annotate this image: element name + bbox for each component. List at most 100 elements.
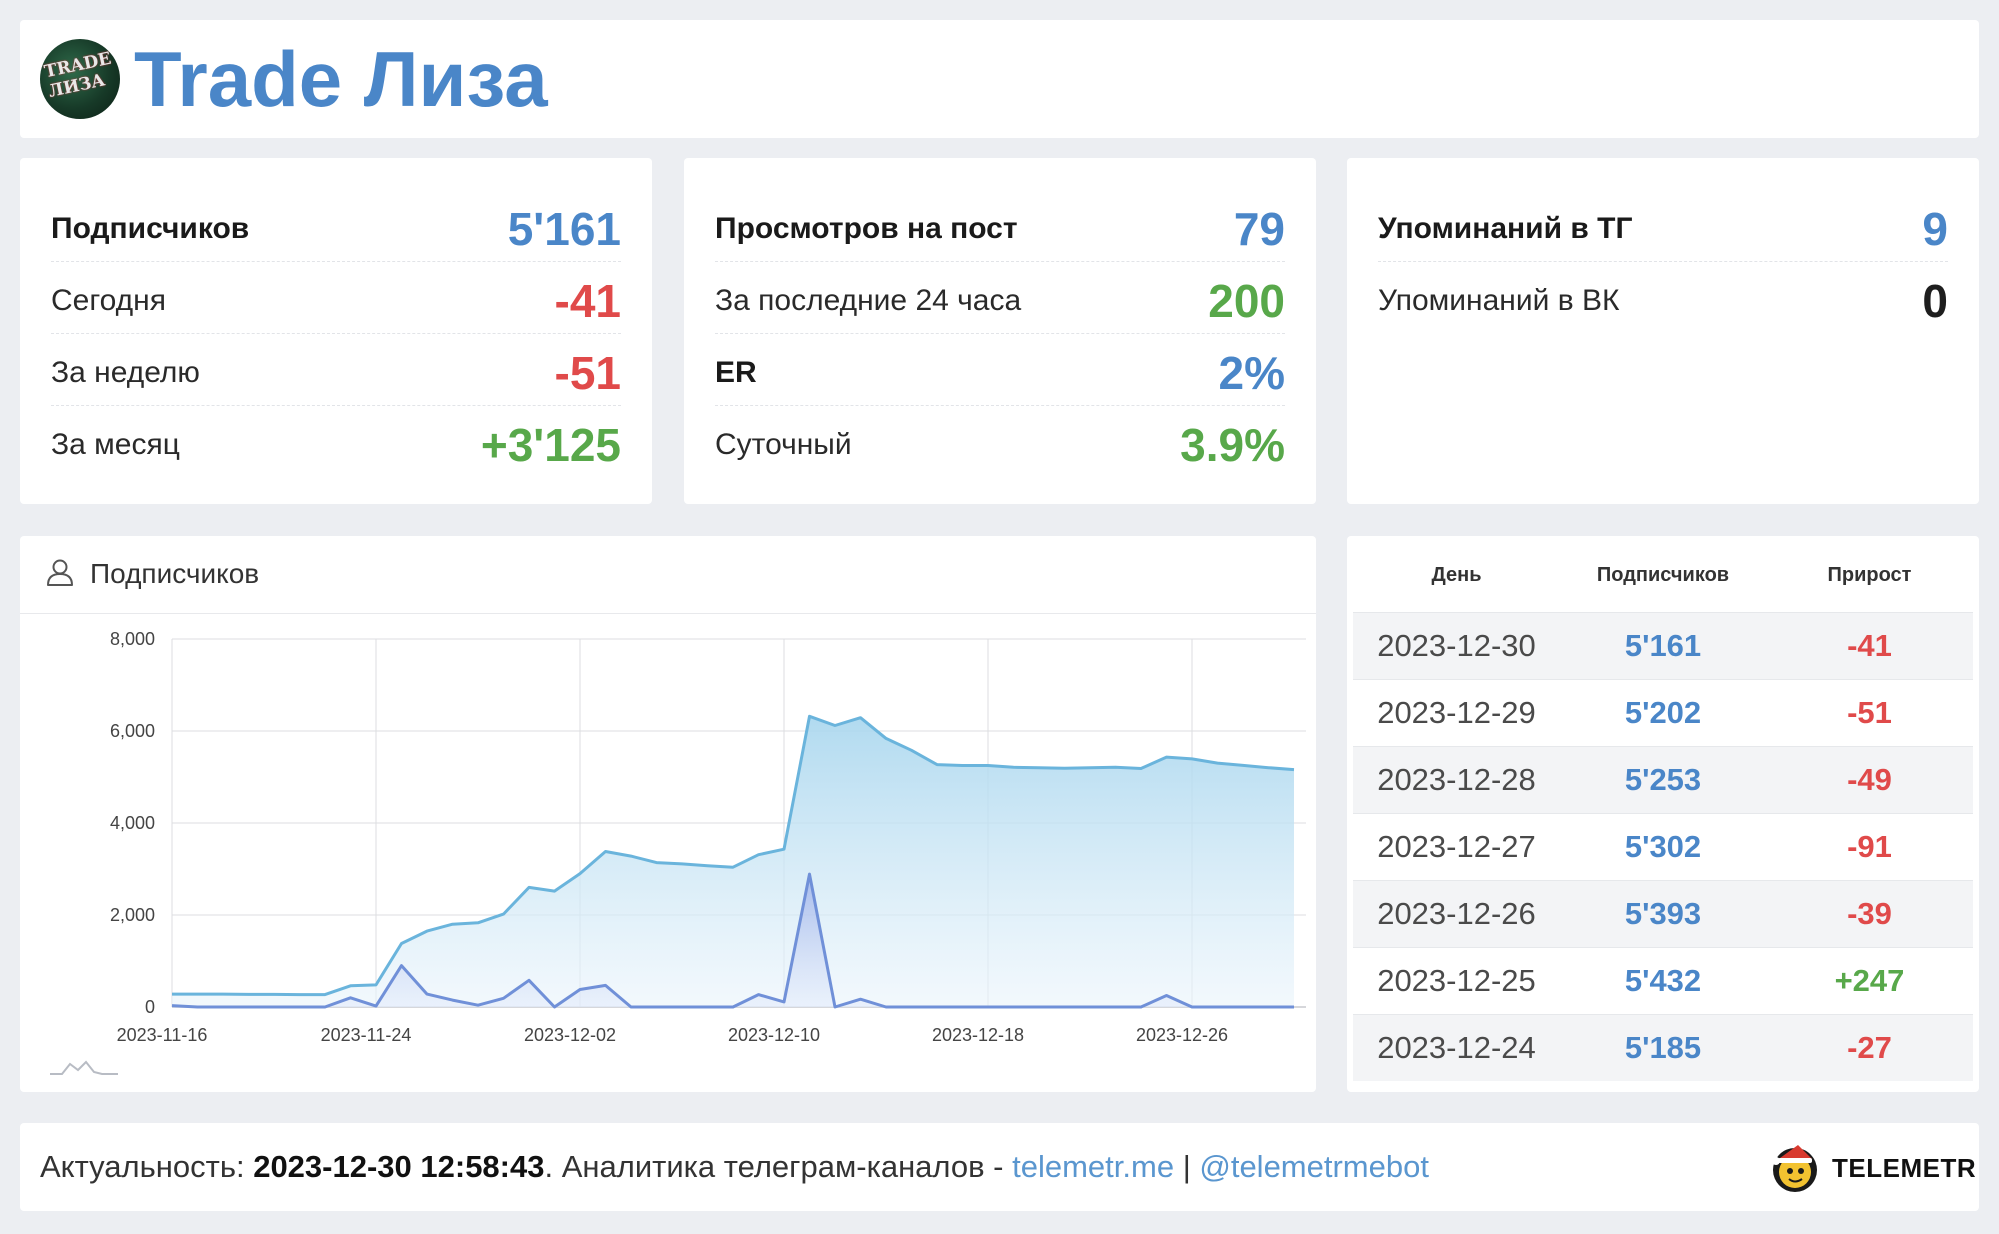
column-header-subs: Подписчиков <box>1596 564 1730 586</box>
data-point <box>502 912 506 916</box>
stat-label: Суточный <box>715 428 852 461</box>
data-point <box>1063 1005 1067 1009</box>
x-tick-label: 2023-11-24 <box>321 1025 412 1045</box>
freshness-value: 2023-12-30 12:58:43 <box>253 1149 545 1184</box>
daily-stats-table: День Подписчиков Прирост 2023-12-30 5'161… <box>1347 536 1979 1092</box>
data-point <box>1165 755 1169 759</box>
data-point <box>706 864 710 868</box>
data-point <box>1012 1005 1016 1009</box>
chart-zoom-icon[interactable] <box>48 1054 120 1078</box>
data-point <box>1063 766 1067 770</box>
data-point <box>604 983 608 987</box>
stat-value: -41 <box>554 275 621 327</box>
data-point <box>578 988 582 992</box>
data-point <box>1139 1005 1143 1009</box>
footer-text: Актуальность: 2023-12-30 12:58:43. Анали… <box>40 1149 1429 1185</box>
data-point <box>782 847 786 851</box>
stat-row-views-per-post: Просмотров на пост 79 <box>715 190 1285 262</box>
data-point <box>629 854 633 858</box>
data-point <box>400 964 404 968</box>
stat-row-last-24h: За последние 24 часа 200 <box>715 262 1285 334</box>
day-cell: 2023-12-24 <box>1377 1030 1536 1065</box>
data-point <box>1190 757 1194 761</box>
data-point <box>655 861 659 865</box>
brand-name: TELEMETR <box>1832 1153 1977 1183</box>
data-point <box>374 983 378 987</box>
footer-description: . Аналитика телеграм-каналов - <box>544 1149 1013 1184</box>
data-point <box>1241 763 1245 767</box>
chart-header: Подписчиков <box>20 536 1316 614</box>
subscribers-cell: 5'393 <box>1624 896 1702 931</box>
data-point <box>910 748 914 752</box>
channel-header: TRADE ЛИЗА Trade Лиза <box>20 20 1979 138</box>
telemetr-logo-icon[interactable] <box>1768 1141 1822 1195</box>
day-cell: 2023-12-27 <box>1377 829 1536 864</box>
subscribers-chart-panel: Подписчиков 0 2,000 4,000 6,000 8,000 2023-11… <box>20 536 1316 1092</box>
site-link[interactable]: telemetr.me <box>1012 1149 1175 1184</box>
data-point <box>451 998 455 1002</box>
table-row: 2023-12-26 5'393 -39 <box>1353 880 1973 947</box>
data-point <box>986 1005 990 1009</box>
stat-row-mentions-tg: Упоминаний в ТГ 9 <box>1378 190 1948 262</box>
data-point <box>425 929 429 933</box>
channel-title: Trade Лиза <box>134 35 548 123</box>
bot-link[interactable]: @telemetrmebot <box>1199 1149 1429 1184</box>
data-point <box>1037 766 1041 770</box>
table-row: 2023-12-29 5'202 -51 <box>1353 679 1973 746</box>
subscribers-cell: 5'161 <box>1624 628 1702 663</box>
data-point <box>476 921 480 925</box>
data-point <box>833 723 837 727</box>
x-tick-label: 2023-12-02 <box>524 1025 616 1045</box>
data-point <box>808 714 812 718</box>
data-point <box>323 993 327 997</box>
channel-avatar[interactable]: TRADE ЛИЗА <box>40 39 120 119</box>
y-tick-label: 8,000 <box>110 629 155 649</box>
day-cell: 2023-12-30 <box>1377 628 1536 663</box>
subscribers-cell: 5'302 <box>1624 829 1702 864</box>
stat-value: 3.9% <box>1180 419 1285 471</box>
subscribers-cell: 5'202 <box>1624 695 1702 730</box>
x-tick-label: 2023-12-10 <box>728 1025 820 1045</box>
data-point <box>1267 1005 1271 1009</box>
stat-row-er: ER 2% <box>715 334 1285 406</box>
subscribers-chart[interactable]: 0 2,000 4,000 6,000 8,000 2023-11-16 2023-11-2… <box>20 614 1316 1054</box>
data-point <box>1037 1005 1041 1009</box>
data-point <box>502 996 506 1000</box>
stat-label: За месяц <box>51 428 180 461</box>
series-line-1 <box>172 714 1295 997</box>
series-area-1 <box>172 716 1294 1007</box>
footer-separator: | <box>1174 1149 1200 1184</box>
data-point <box>757 993 761 997</box>
stat-row-daily-er: Суточный 3.9% <box>715 406 1285 478</box>
data-point <box>553 1005 557 1009</box>
data-point <box>910 1005 914 1009</box>
data-point <box>859 997 863 1001</box>
data-point <box>247 992 251 996</box>
data-point <box>1165 994 1169 998</box>
table-row: 2023-12-30 5'161 -41 <box>1353 612 1973 679</box>
subscribers-cell: 5'253 <box>1624 762 1702 797</box>
table-row: 2023-12-27 5'302 -91 <box>1353 813 1973 880</box>
data-point <box>1088 766 1092 770</box>
data-point <box>349 984 353 988</box>
data-point <box>629 1005 633 1009</box>
data-point <box>298 993 302 997</box>
stat-value: 9 <box>1922 203 1948 255</box>
user-icon <box>47 559 73 586</box>
data-point <box>731 1005 735 1009</box>
data-point <box>1088 1005 1092 1009</box>
series-line-2 <box>171 872 1294 1009</box>
stat-value: 2% <box>1218 347 1285 399</box>
day-cell: 2023-12-25 <box>1377 963 1536 998</box>
data-point <box>1139 766 1143 770</box>
stat-row-month: За месяц +3'125 <box>51 406 621 478</box>
footer: Актуальность: 2023-12-30 12:58:43. Анали… <box>20 1123 1979 1211</box>
table-row: 2023-12-28 5'253 -49 <box>1353 746 1973 813</box>
data-point <box>1292 768 1296 772</box>
data-point <box>1216 1005 1220 1009</box>
stat-value: 79 <box>1233 203 1285 255</box>
data-point <box>451 922 455 926</box>
data-point <box>1012 765 1016 769</box>
data-point <box>680 1005 684 1009</box>
data-point <box>986 764 990 768</box>
